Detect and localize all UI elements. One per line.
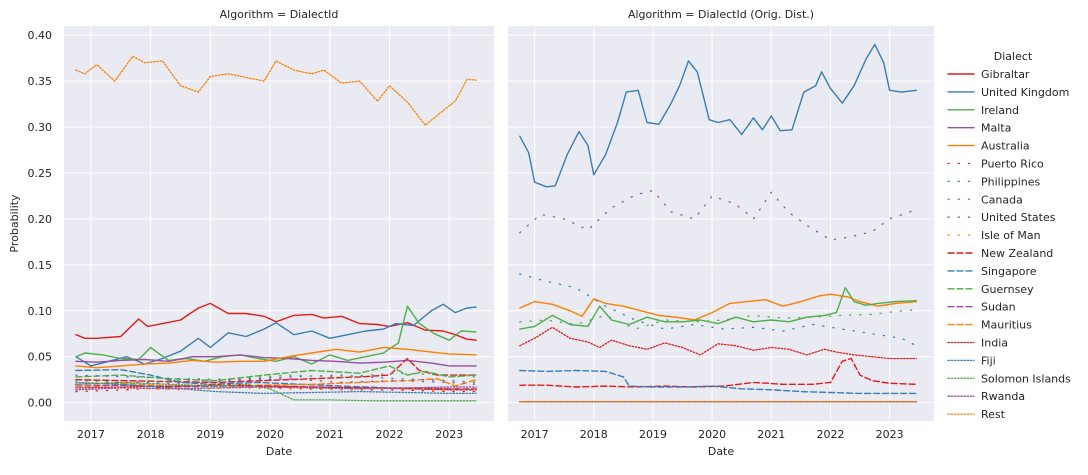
series-line-australia bbox=[75, 346, 477, 369]
series-line-solomon-islands bbox=[75, 381, 477, 402]
x-tick-label: 2018 bbox=[137, 428, 165, 441]
x-axis-label: Date bbox=[708, 445, 735, 458]
y-tick-label: 0.35 bbox=[28, 75, 53, 88]
series-line-united-kingdom bbox=[519, 43, 917, 188]
x-tick-label: 2019 bbox=[196, 428, 224, 441]
x-tick-label: 2017 bbox=[521, 428, 549, 441]
series-line-united-states bbox=[519, 189, 917, 241]
legend-label-isle-of-man: Isle of Man bbox=[981, 229, 1041, 242]
y-tick-label: 0.15 bbox=[28, 259, 53, 272]
x-tick-label: 2021 bbox=[757, 428, 785, 441]
x-tick-label: 2023 bbox=[435, 428, 463, 441]
legend-label-gibraltar: Gibraltar bbox=[981, 68, 1030, 81]
x-tick-label: 2022 bbox=[816, 428, 844, 441]
legend-label-singapore: Singapore bbox=[981, 265, 1037, 278]
legend-label-sudan: Sudan bbox=[981, 301, 1016, 314]
legend: Dialect Gibraltar United Kingdom Ireland Ma… bbox=[947, 50, 1071, 421]
series-line-india bbox=[519, 326, 917, 360]
y-tick-label: 0.25 bbox=[28, 167, 53, 180]
series-line-new-zealand bbox=[519, 357, 917, 388]
x-tick-label: 2017 bbox=[77, 428, 105, 441]
series-line-rest bbox=[75, 55, 477, 126]
x-tick-label: 2021 bbox=[316, 428, 344, 441]
y-tick-label: 0.20 bbox=[28, 213, 53, 226]
legend-label-ireland: Ireland bbox=[981, 104, 1019, 117]
grid-lines bbox=[508, 26, 934, 421]
series-line-singapore bbox=[519, 369, 917, 395]
legend-title: Dialect bbox=[994, 50, 1033, 63]
x-tick-labels: 2017 2018 2019 2020 2021 2022 2023 bbox=[77, 428, 463, 441]
series-line-gibraltar bbox=[75, 302, 477, 341]
legend-label-canada: Canada bbox=[981, 193, 1023, 206]
legend-label-united-kingdom: United Kingdom bbox=[981, 86, 1069, 99]
series-line-guernsey bbox=[75, 365, 477, 382]
x-axis-label: Date bbox=[266, 445, 293, 458]
series-group bbox=[519, 43, 917, 403]
legend-label-fiji: Fiji bbox=[981, 354, 996, 367]
x-tick-label: 2018 bbox=[580, 428, 608, 441]
legend-label-guernsey: Guernsey bbox=[981, 283, 1034, 296]
legend-entries: Gibraltar United Kingdom Ireland Malta Austr… bbox=[947, 68, 1071, 421]
x-tick-label: 2020 bbox=[256, 428, 284, 441]
x-tick-label: 2022 bbox=[375, 428, 403, 441]
y-axis-label: Probability bbox=[8, 194, 21, 253]
y-tick-label: 0.10 bbox=[28, 305, 53, 318]
legend-label-mauritius: Mauritius bbox=[981, 319, 1032, 332]
legend-label-rest: Rest bbox=[981, 408, 1006, 421]
x-tick-labels: 2017 2018 2019 2020 2021 2022 2023 bbox=[521, 428, 904, 441]
series-line-mauritius bbox=[75, 378, 477, 387]
legend-label-philippines: Philippines bbox=[981, 175, 1041, 188]
y-tick-label: 0.05 bbox=[28, 351, 53, 364]
series-line-rwanda bbox=[75, 386, 477, 391]
series-line-new-zealand bbox=[75, 357, 477, 384]
series-line-united-kingdom bbox=[75, 303, 477, 367]
series-line-australia bbox=[519, 293, 917, 321]
y-tick-label: 0.30 bbox=[28, 121, 53, 134]
legend-label-india: India bbox=[981, 337, 1008, 350]
y-tick-labels: 0.00 0.05 0.10 0.15 0.20 0.25 0.30 0.35 0.40 bbox=[28, 29, 53, 409]
panel-title: Algorithm = DialectId bbox=[220, 8, 339, 21]
y-tick-label: 0.00 bbox=[28, 397, 53, 410]
series-line-ireland bbox=[519, 287, 917, 330]
legend-label-new-zealand: New Zealand bbox=[981, 247, 1053, 260]
series-line-fiji bbox=[75, 381, 477, 395]
panel-background bbox=[64, 26, 494, 421]
legend-label-puerto-rico: Puerto Rico bbox=[981, 158, 1044, 171]
panel-title: Algorithm = DialectId (Orig. Dist.) bbox=[628, 8, 814, 21]
panel-dialectid-orig-dist: Algorithm = DialectId (Orig. Dist.) 2017… bbox=[508, 8, 934, 458]
x-tick-label: 2020 bbox=[698, 428, 726, 441]
panel-dialectid: Algorithm = DialectId 2017 2018 2019 2020 20… bbox=[8, 8, 494, 458]
legend-label-rwanda: Rwanda bbox=[981, 390, 1025, 403]
legend-label-australia: Australia bbox=[981, 140, 1030, 153]
legend-label-solomon-islands: Solomon Islands bbox=[981, 372, 1071, 385]
series-group bbox=[75, 55, 477, 402]
x-tick-label: 2023 bbox=[876, 428, 904, 441]
panel-background bbox=[508, 26, 934, 421]
series-line-malta bbox=[75, 354, 477, 367]
y-tick-label: 0.40 bbox=[28, 29, 53, 42]
legend-label-malta: Malta bbox=[981, 122, 1011, 135]
grid-lines bbox=[64, 26, 494, 421]
x-tick-label: 2019 bbox=[639, 428, 667, 441]
legend-label-united-states: United States bbox=[981, 211, 1056, 224]
